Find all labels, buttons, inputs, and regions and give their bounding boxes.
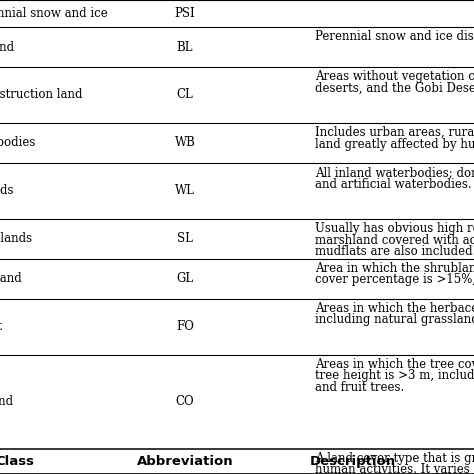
- Text: GL: GL: [176, 272, 193, 285]
- Text: Usually has obvious high reflectiv: Usually has obvious high reflectiv: [315, 222, 474, 235]
- Text: All inland waterbodies; dominate: All inland waterbodies; dominate: [315, 166, 474, 179]
- Text: Perennial snow and ice distribute: Perennial snow and ice distribute: [315, 30, 474, 44]
- Text: including natural grassland and p: including natural grassland and p: [315, 313, 474, 326]
- Text: CL: CL: [177, 89, 193, 101]
- Text: human activities. It varies greatly: human activities. It varies greatly: [315, 464, 474, 474]
- Text: Waterbodies: Waterbodies: [0, 137, 36, 149]
- Text: and artificial waterbodies.: and artificial waterbodies.: [315, 178, 472, 191]
- Text: WL: WL: [175, 184, 195, 197]
- Text: Areas without vegetation cover, in: Areas without vegetation cover, in: [315, 70, 474, 83]
- Text: land greatly affected by human ac: land greatly affected by human ac: [315, 138, 474, 151]
- Text: mudflats are also included.: mudflats are also included.: [315, 245, 474, 258]
- Text: A land cover type that is greatly a: A land cover type that is greatly a: [315, 452, 474, 465]
- Text: Description: Description: [310, 455, 396, 468]
- Text: tree height is >3 m, including natu: tree height is >3 m, including natu: [315, 369, 474, 383]
- Text: Abbreviation: Abbreviation: [137, 455, 233, 468]
- Text: Wetlands: Wetlands: [0, 184, 15, 197]
- Text: Areas in which the herbaceous co: Areas in which the herbaceous co: [315, 302, 474, 315]
- Text: cover percentage is >15%, have u: cover percentage is >15%, have u: [315, 273, 474, 286]
- Text: CO: CO: [176, 395, 194, 408]
- Text: Perennial snow and ice: Perennial snow and ice: [0, 7, 108, 20]
- Text: Shrublands: Shrublands: [0, 232, 32, 246]
- Text: Construction land: Construction land: [0, 89, 82, 101]
- Text: Areas in which the tree cover perc: Areas in which the tree cover perc: [315, 358, 474, 371]
- Text: marshland covered with aquatic h: marshland covered with aquatic h: [315, 234, 474, 246]
- Text: Grassland: Grassland: [0, 272, 22, 285]
- Text: Includes urban areas, rural areas, a: Includes urban areas, rural areas, a: [315, 126, 474, 139]
- Text: FO: FO: [176, 320, 194, 333]
- Text: Cropland: Cropland: [0, 395, 13, 408]
- Text: and fruit trees.: and fruit trees.: [315, 381, 404, 394]
- Text: SL: SL: [177, 232, 193, 246]
- Text: Class: Class: [0, 455, 34, 468]
- Text: BL: BL: [177, 41, 193, 54]
- Text: Forest: Forest: [0, 320, 2, 333]
- Text: Bareland: Bareland: [0, 41, 14, 54]
- Text: PSI: PSI: [174, 7, 195, 20]
- Text: deserts, and the Gobi Desert.: deserts, and the Gobi Desert.: [315, 82, 474, 95]
- Text: Area in which the shrublands' hei: Area in which the shrublands' hei: [315, 262, 474, 275]
- Text: WB: WB: [174, 137, 195, 149]
